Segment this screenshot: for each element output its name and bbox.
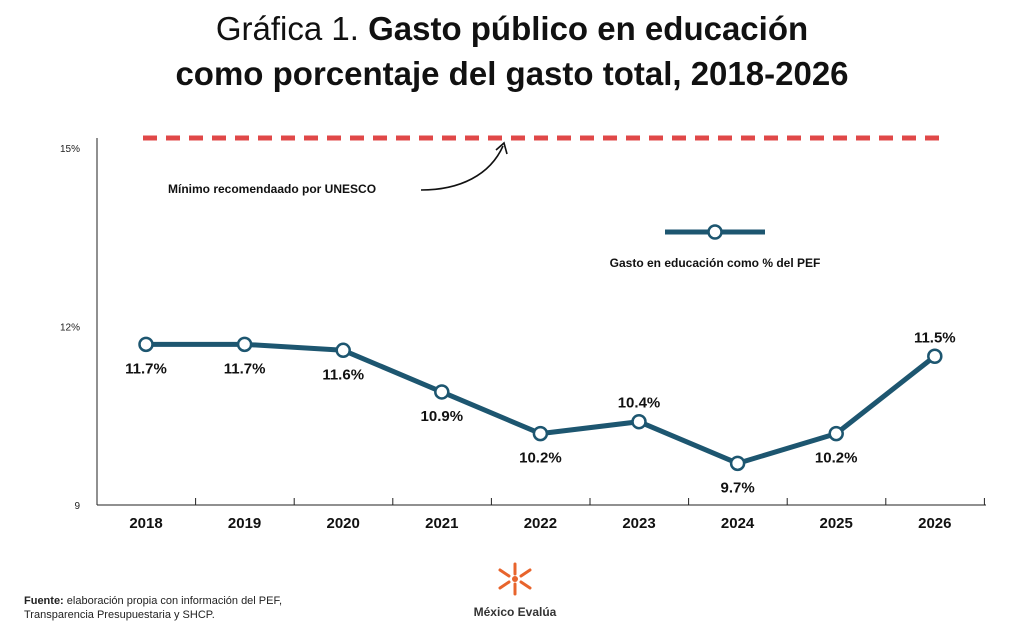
x-tick-label: 2025: [820, 515, 853, 532]
data-label: 10.9%: [421, 408, 464, 425]
data-point: [631, 413, 647, 430]
line-chart: 9 12% 15% 2018 2019 2020 2021 2022 2023 2024 2025 2…: [60, 135, 986, 532]
x-tick-label: 2019: [228, 515, 261, 532]
annotation-arrow: [420, 145, 504, 191]
x-tick-label: 2026: [918, 515, 951, 532]
annotation-arrow-head-icon: [495, 141, 508, 155]
data-point: [927, 348, 943, 364]
source-label: Fuente:: [24, 595, 64, 607]
data-label: 10.2%: [519, 450, 562, 467]
data-point: [335, 342, 351, 359]
source-text-line2: Transparencia Presupuestaria y SHCP.: [24, 609, 215, 621]
data-label: 11.7%: [125, 360, 167, 377]
data-point: [236, 336, 253, 353]
y-tick-label: 12%: [60, 323, 80, 334]
data-label: 11.6%: [322, 366, 364, 383]
chart-title: Gráfica 1. Gasto público en educación co…: [0, 6, 1024, 96]
x-tick-label: 2018: [129, 515, 162, 532]
data-label: 11.5%: [914, 329, 956, 346]
legend-marker: [707, 224, 723, 240]
data-label: 10.2%: [815, 450, 858, 467]
data-label: 10.4%: [618, 395, 661, 412]
mexico-evalua-logo-icon: [498, 562, 532, 596]
data-point: [828, 425, 844, 442]
title-prefix: Gráfica 1.: [215, 10, 359, 47]
x-tick-label: 2024: [721, 515, 755, 532]
data-label: 11.7%: [224, 360, 266, 377]
y-tick-label: 9: [74, 501, 80, 512]
source-text-line1: elaboración propia con información del P…: [66, 595, 283, 607]
logo: México Evalúa: [455, 562, 575, 619]
reference-line-label: Mínimo recomendaado por UNESCO: [168, 182, 376, 196]
source-note: Fuente: elaboración propia con informaci…: [24, 594, 282, 622]
data-point: [138, 336, 154, 353]
x-tick-label: 2023: [622, 515, 655, 532]
x-tick-label: 2020: [327, 515, 360, 532]
logo-name: México Evalúa: [473, 605, 557, 619]
title-line1: Gasto público en educación: [368, 10, 809, 47]
y-tick-label: 15%: [60, 144, 80, 155]
x-tick-label: 2021: [425, 515, 458, 532]
data-label: 9.7%: [720, 479, 754, 496]
legend-label: Gasto en educación como % del PEF: [610, 256, 821, 270]
data-point: [532, 425, 549, 442]
data-point: [729, 455, 746, 472]
x-tick-label: 2022: [524, 515, 557, 532]
title-line2: como porcentaje del gasto total, 2018-20…: [175, 55, 849, 92]
data-point: [434, 384, 450, 400]
